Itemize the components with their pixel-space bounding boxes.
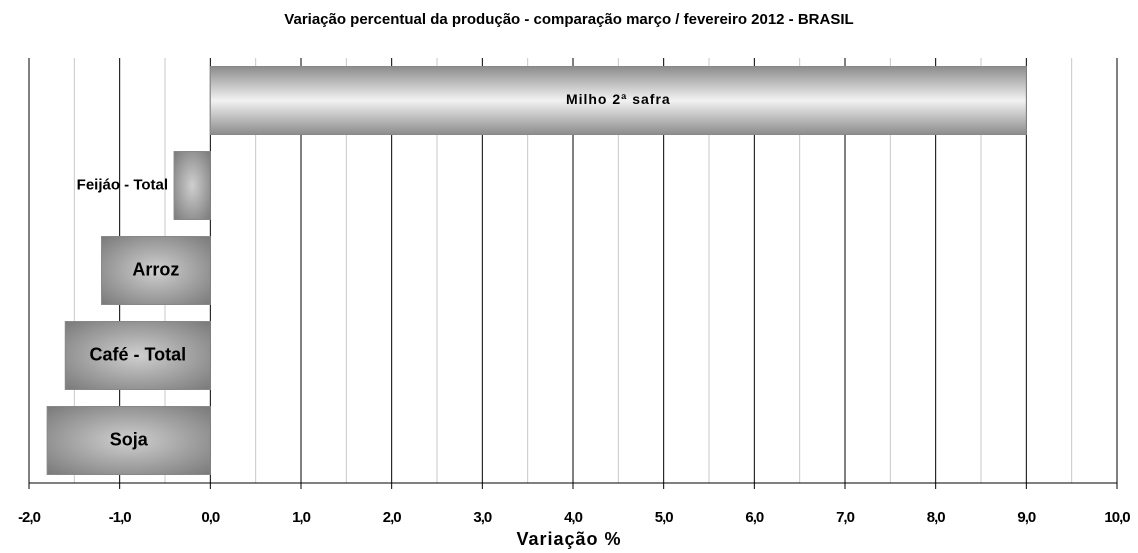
x-tick-label: 0,0 (201, 509, 220, 526)
x-tick-label: 1,0 (292, 509, 311, 526)
x-tick-label: 9,0 (1017, 509, 1036, 526)
x-tick-label: 8,0 (927, 509, 946, 526)
x-tick-label: 3,0 (473, 509, 492, 526)
bar-label: Soja (110, 429, 149, 449)
x-tick-label: -1,0 (109, 509, 132, 526)
x-tick-label: -2,0 (18, 509, 41, 526)
bar (173, 151, 211, 220)
bar-label: Feijáo - Total (77, 176, 168, 193)
bar-label: Arroz (132, 259, 179, 279)
bar (209, 66, 1027, 135)
bar-label: Milho 2ª safra (566, 91, 671, 107)
bar-label: Café - Total (89, 344, 186, 364)
bar (101, 236, 211, 305)
x-tick-label: 5,0 (655, 509, 674, 526)
x-tick-label: 7,0 (836, 509, 855, 526)
x-tick-label: 2,0 (383, 509, 402, 526)
x-tick-label: 6,0 (745, 509, 764, 526)
bar (46, 406, 211, 475)
x-axis-label: Variação % (516, 529, 621, 549)
chart-title: Variação percentual da produção - compar… (284, 11, 853, 28)
bar (64, 321, 211, 390)
x-tick-label: 10,0 (1104, 509, 1130, 526)
x-tick-label: 4,0 (564, 509, 583, 526)
